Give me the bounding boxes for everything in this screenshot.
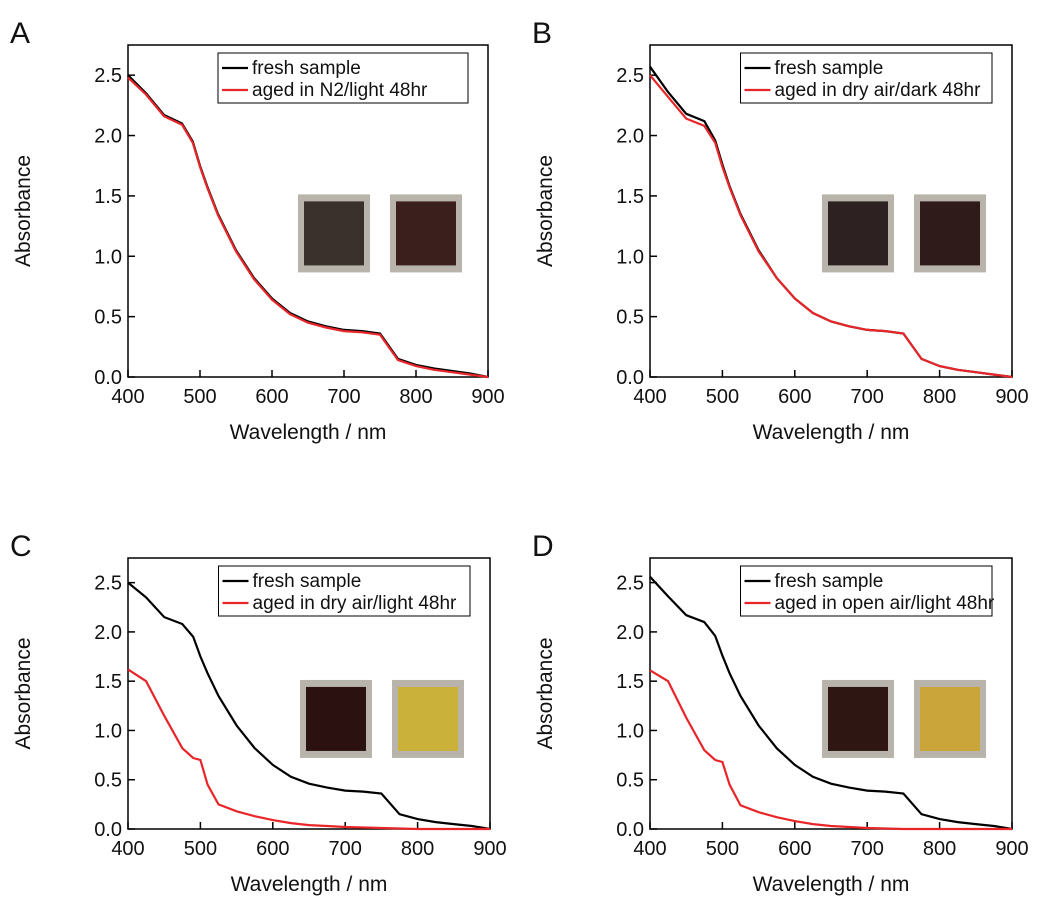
x-tick-label: 600 — [256, 838, 289, 860]
panel-label: B — [532, 17, 552, 50]
y-tick-label: 1.5 — [616, 671, 644, 693]
x-tick-label: 400 — [111, 838, 144, 860]
y-tick-label: 1.5 — [94, 671, 122, 693]
x-tick-label: 500 — [706, 838, 739, 860]
plot-frame — [649, 44, 1013, 378]
y-tick-label: 0.5 — [616, 770, 644, 792]
legend-label: aged in dry air/dark 48hr — [775, 80, 982, 101]
y-axis-title: Absorbance — [534, 637, 557, 749]
legend-box — [218, 565, 471, 617]
x-tick-label: 800 — [401, 838, 434, 860]
x-tick-label: 500 — [184, 838, 217, 860]
legend-label: aged in dry air/light 48hr — [253, 593, 458, 614]
x-tick-label: 700 — [851, 838, 884, 860]
x-tick-label: 600 — [778, 838, 811, 860]
x-tick-label: 900 — [471, 386, 504, 408]
legend-label: aged in N2/light 48hr — [252, 80, 428, 101]
y-tick-label: 0.0 — [94, 819, 122, 841]
y-tick-label: 2.5 — [94, 65, 122, 87]
x-tick-label: 600 — [778, 386, 811, 408]
legend-box — [740, 565, 993, 617]
photo-sample — [396, 201, 456, 266]
data-line — [649, 575, 1013, 831]
y-tick-label: 0.5 — [616, 307, 644, 329]
x-tick-label: 800 — [399, 386, 432, 408]
y-tick-label: 2.0 — [616, 126, 644, 148]
panel-label: C — [10, 530, 32, 563]
photo-sample — [920, 201, 980, 266]
legend-label: aged in open air/light 48hr — [775, 593, 995, 614]
y-tick-label: 0.0 — [616, 367, 644, 389]
photo-sample — [398, 686, 458, 751]
x-tick-label: 900 — [995, 386, 1028, 408]
plot-frame — [127, 557, 491, 830]
data-line — [649, 74, 1013, 379]
y-tick-label: 2.5 — [616, 65, 644, 87]
data-line — [127, 668, 490, 831]
y-tick-label: 1.0 — [94, 246, 122, 268]
x-tick-label: 400 — [111, 386, 144, 408]
x-tick-label: 400 — [633, 386, 666, 408]
y-tick-label: 1.0 — [616, 246, 644, 268]
x-tick-label: 500 — [706, 386, 739, 408]
y-tick-label: 1.5 — [94, 186, 122, 208]
y-tick-label: 0.5 — [94, 307, 122, 329]
y-tick-label: 0.5 — [94, 770, 122, 792]
x-tick-label: 600 — [255, 386, 288, 408]
panel-label: D — [532, 530, 554, 563]
photo-sample — [306, 686, 366, 751]
y-tick-label: 1.0 — [94, 720, 122, 742]
x-tick-label: 800 — [923, 386, 956, 408]
legend-label: fresh sample — [775, 58, 884, 79]
legend-box — [217, 52, 469, 104]
y-tick-label: 2.5 — [616, 573, 644, 595]
y-tick-label: 0.0 — [94, 367, 122, 389]
photo-sample — [828, 686, 888, 751]
x-tick-label: 700 — [851, 386, 884, 408]
y-tick-label: 0.0 — [616, 819, 644, 841]
photo-sample — [920, 686, 980, 751]
y-axis-title: Absorbance — [534, 155, 557, 267]
x-tick-label: 500 — [183, 386, 216, 408]
legend-label: fresh sample — [253, 571, 362, 592]
legend-box — [740, 52, 993, 104]
data-line — [127, 76, 489, 379]
data-line — [649, 669, 1012, 831]
y-tick-label: 2.0 — [94, 126, 122, 148]
photo-sample — [828, 201, 888, 266]
data-line — [127, 581, 491, 831]
y-tick-label: 2.0 — [616, 622, 644, 644]
y-tick-label: 2.0 — [94, 622, 122, 644]
y-tick-label: 1.5 — [616, 186, 644, 208]
x-tick-label: 400 — [633, 838, 666, 860]
plot-frame — [649, 557, 1013, 830]
x-axis-title: Wavelength / nm — [753, 421, 910, 444]
x-tick-label: 900 — [995, 838, 1028, 860]
legend-label: fresh sample — [775, 571, 884, 592]
panel-label: A — [10, 17, 30, 50]
x-tick-label: 700 — [327, 386, 360, 408]
y-axis-title: Absorbance — [12, 637, 35, 749]
legend-label: fresh sample — [252, 58, 361, 79]
y-tick-label: 2.5 — [94, 573, 122, 595]
x-axis-title: Wavelength / nm — [231, 873, 388, 896]
y-tick-label: 1.0 — [616, 720, 644, 742]
photo-sample — [304, 201, 364, 266]
x-tick-label: 800 — [923, 838, 956, 860]
x-axis-title: Wavelength / nm — [753, 873, 910, 896]
x-tick-label: 700 — [329, 838, 362, 860]
x-axis-title: Wavelength / nm — [230, 421, 387, 444]
plot-frame — [127, 44, 489, 378]
x-tick-label: 900 — [473, 838, 506, 860]
y-axis-title: Absorbance — [12, 155, 35, 267]
